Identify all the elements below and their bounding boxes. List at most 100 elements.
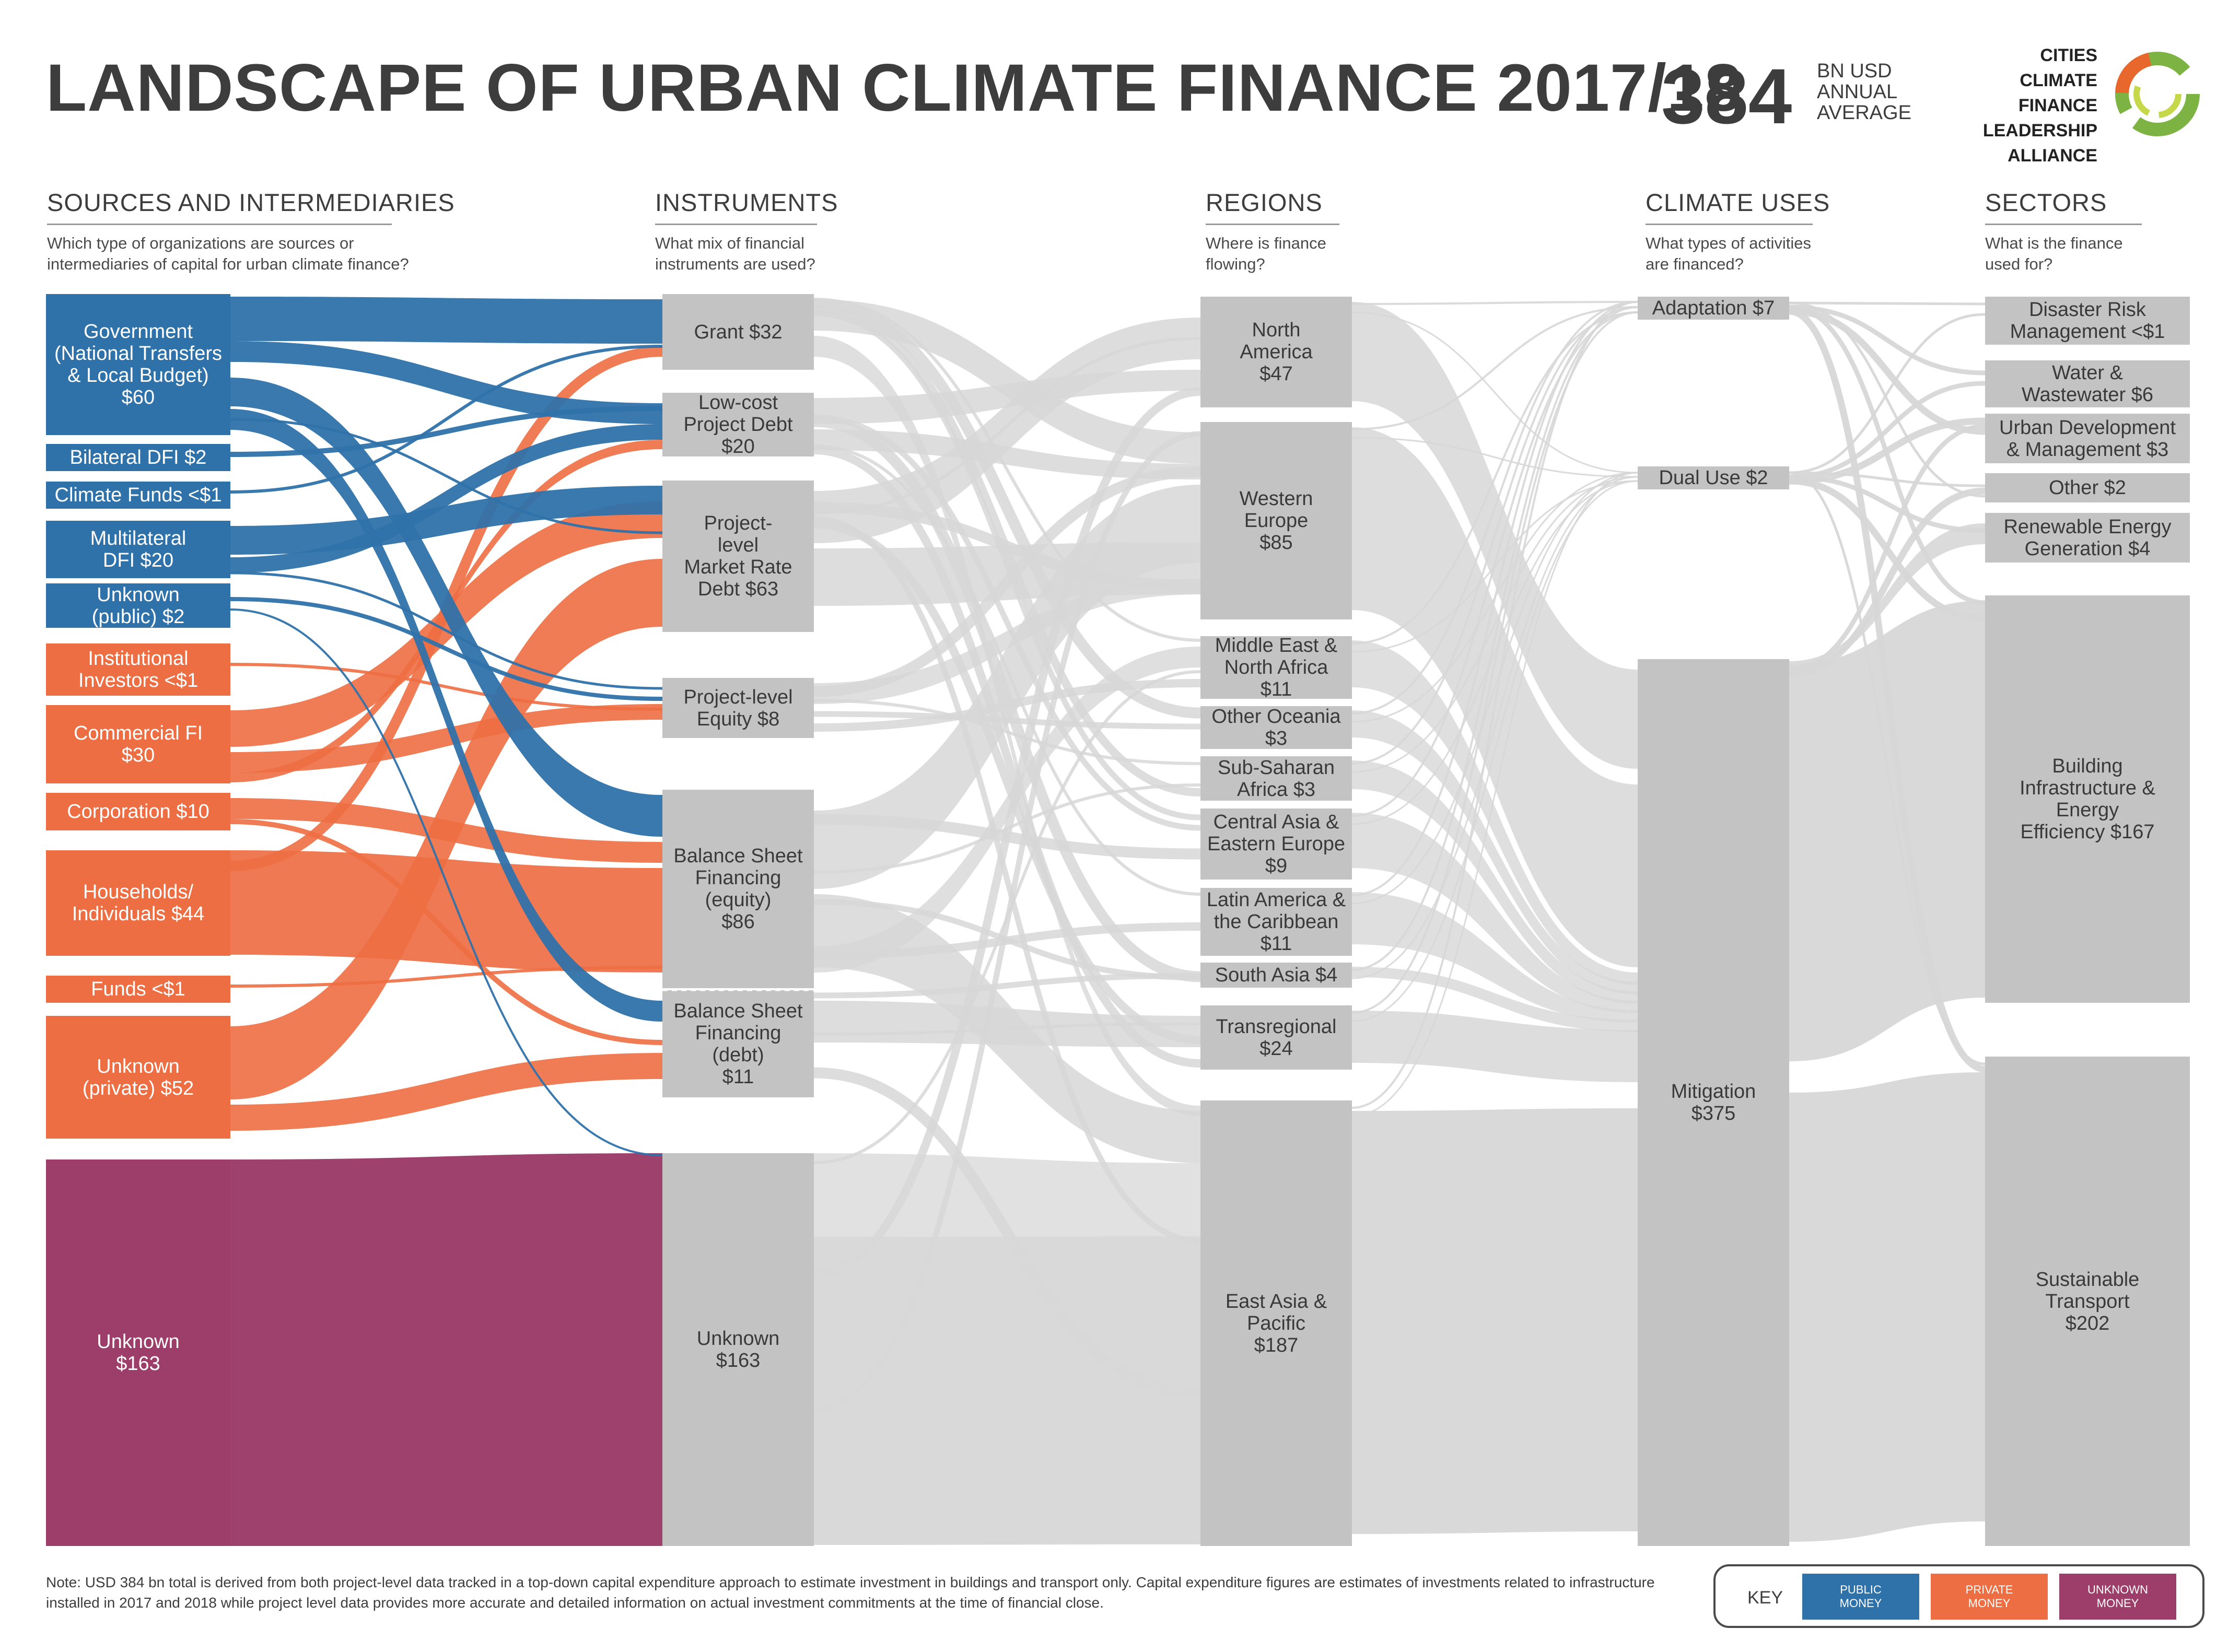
climate-use-node-bar	[1638, 466, 1789, 489]
label-line: $163	[716, 1350, 761, 1372]
label-line: $11	[722, 1065, 754, 1088]
label-line: Balance Sheet	[673, 1000, 803, 1022]
flow-instrument-to-region	[813, 414, 1201, 831]
instrument-node-bar	[662, 790, 814, 988]
label-line: Corporation $10	[67, 801, 209, 823]
flow-unknown-private-to-bsf-debt	[230, 1053, 662, 1131]
flow-use-to-sector	[1789, 301, 1986, 306]
source-label: Bilateral DFI $2	[46, 444, 230, 471]
node-bars	[46, 294, 2190, 1546]
instrument-label: Unknown $163	[662, 1153, 814, 1546]
flow-region-to-mitigation	[1352, 760, 1638, 1004]
label-line: Dual Use $2	[1659, 467, 1768, 489]
region-label: East Asia & Pacific $187	[1200, 1100, 1352, 1546]
label-line: Government	[83, 321, 193, 343]
flow-instrument-to-region	[813, 520, 1201, 1044]
label-line: $11	[1260, 933, 1292, 955]
use-label: Mitigation $375	[1638, 659, 1789, 1546]
label-line: Europe	[1244, 510, 1309, 532]
flow-region-to-dual-use	[1351, 476, 1638, 773]
region-node-bar	[1200, 888, 1352, 956]
region-label: Sub-Saharan Africa $3	[1200, 756, 1352, 801]
climate-use-node-bar	[1638, 659, 1789, 1546]
label-line: Transport	[2045, 1290, 2130, 1313]
label-line: $60	[121, 386, 155, 408]
flow-use-to-sector	[1789, 474, 1986, 533]
label-line: Project Debt	[683, 414, 793, 436]
total-unit-line: BN USD	[1817, 60, 1892, 82]
total-unit: BN USD ANNUAL AVERAGE	[1817, 61, 1911, 123]
flow-grant-to-east-asia	[814, 336, 1200, 1116]
flow-use-to-sector	[1789, 487, 1986, 677]
label-line: North Africa	[1224, 657, 1328, 678]
brand-line: FINANCE	[2018, 96, 2097, 115]
page-title: LANDSCAPE OF URBAN CLIMATE FINANCE 2017/…	[46, 51, 1743, 125]
legend-key	[1713, 1564, 2204, 1628]
label-line: Water &	[2052, 362, 2123, 384]
flow-region-to-dual-use	[1351, 480, 1638, 825]
label-line: Institutional	[88, 648, 189, 670]
footnote: Note: USD 384 bn total is derived from b…	[46, 1574, 1655, 1611]
label-line: level	[717, 534, 759, 556]
label-line: Unknown	[696, 1328, 780, 1350]
legend-unknown-money: UNKNOWN MONEY	[2059, 1574, 2176, 1620]
flow-region-to-adaptation	[1351, 306, 1638, 765]
use-label: Dual Use $2	[1638, 466, 1789, 489]
brand-line: CITIES CLIMATE	[2020, 45, 2097, 90]
flow-region-to-dual-use	[1351, 476, 1638, 979]
flow-instrument-to-region	[813, 446, 1201, 1068]
flow-households-to-bsf-equity	[230, 850, 662, 973]
subtitle-line: Which type of organizations are sources …	[47, 234, 354, 252]
flow-instrument-to-region	[813, 431, 1201, 1413]
label-line: Sustainable	[2035, 1268, 2140, 1291]
brand-line: LEADERSHIP	[1982, 121, 2097, 140]
flow-western-europe-to-mitigation	[1352, 427, 1638, 967]
label-line: Mitigation	[1671, 1081, 1756, 1103]
flow-region-to-adaptation	[1351, 301, 1638, 305]
flow-mitigation-to-renewables	[1789, 523, 1985, 667]
flow-lowcost-to-western-europe	[814, 429, 1200, 479]
sector-label: Water & Wastewater $6	[1985, 360, 2190, 407]
flow-instrument-to-region	[813, 515, 1201, 1244]
colored-flows	[230, 297, 663, 1546]
gray-flows	[813, 298, 1986, 1545]
label-line: & Management $3	[2006, 438, 2169, 461]
label-line: Low-cost	[698, 392, 778, 414]
region-label: Other Oceania $3	[1200, 706, 1352, 749]
label-line: Bilateral DFI $2	[69, 447, 207, 468]
label-line: Multilateral	[90, 528, 186, 549]
label-line: $11	[1260, 678, 1292, 700]
source-node-bar	[46, 521, 230, 578]
label-line: Generation $4	[2024, 537, 2151, 560]
flow-lowcost-to-north-america	[814, 370, 1200, 424]
sector-node-bar	[1985, 414, 2190, 463]
flow-region-to-adaptation	[1351, 311, 1638, 645]
flow-region-to-mitigation	[1352, 967, 1638, 1032]
flow-mitigation-to-buildings	[1789, 601, 1985, 1061]
flow-region-to-dual-use	[1351, 472, 1638, 1117]
flow-region-to-adaptation	[1351, 311, 1638, 817]
column-rule	[47, 224, 392, 225]
label-line: Investors <$1	[78, 670, 199, 692]
region-label: Central Asia & Eastern Europe $9	[1200, 809, 1352, 880]
flow-instrument-to-region	[813, 337, 1201, 514]
source-label: Households/Individuals $44	[46, 850, 230, 956]
flow-region-to-adaptation	[1351, 306, 1638, 430]
column-rule	[1646, 224, 1813, 225]
subtitle-line: instruments are used?	[655, 255, 815, 273]
brand-line: ALLIANCE	[2008, 146, 2097, 166]
flow-region-to-dual-use	[1351, 311, 1638, 474]
subtitle-line: flowing?	[1206, 255, 1265, 273]
source-label: Climate Funds <$1	[46, 482, 230, 509]
flow-region-to-mitigation	[1352, 813, 1638, 1013]
flow-unknown-public-to-equity	[230, 597, 663, 701]
flow-instrument-to-region	[813, 1067, 1201, 1398]
instrument-label: Project-level Market Rate Debt $63	[662, 481, 814, 632]
flow-instrument-to-region	[813, 711, 1201, 730]
region-label: Middle East & North Africa $11	[1200, 635, 1352, 700]
label-line: Central Asia &	[1213, 811, 1339, 833]
label-line: Wastewater $6	[2021, 384, 2154, 406]
column-title-regions: REGIONS	[1206, 189, 1323, 216]
flow-use-to-sector	[1789, 424, 1986, 672]
flow-bilateral-to-lowcost	[230, 406, 663, 457]
